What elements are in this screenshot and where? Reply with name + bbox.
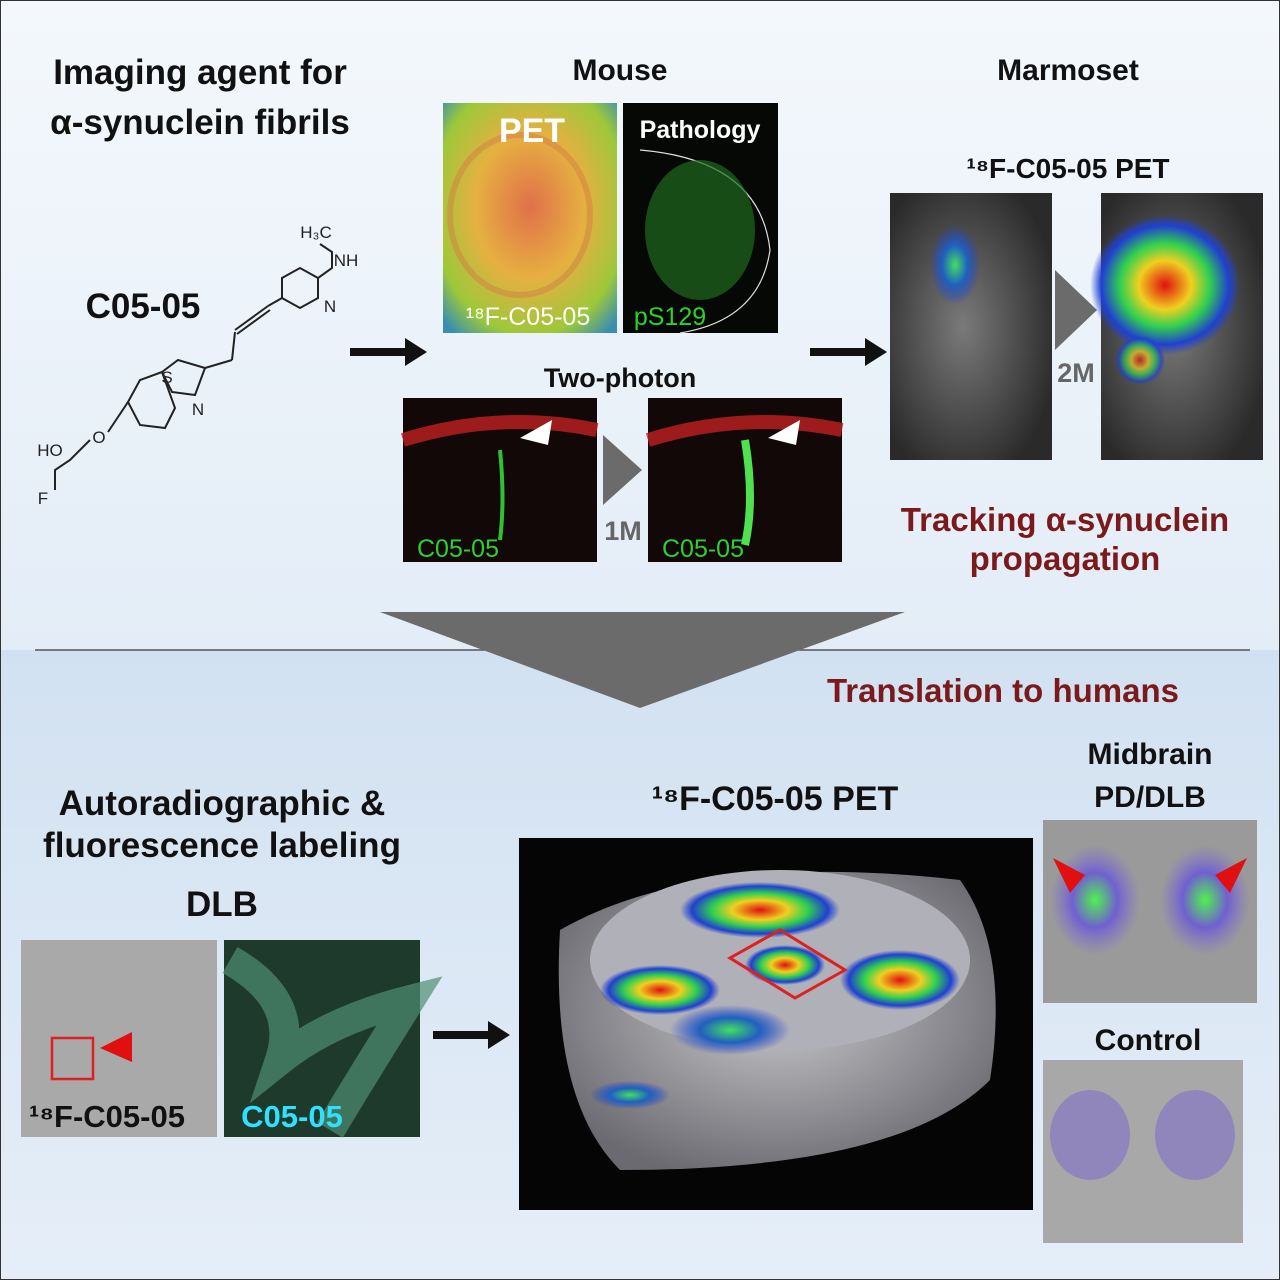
highlight-box [50,1036,95,1081]
pet-signal [1050,845,1140,955]
human-pet-title: ¹⁸F-C05-05 PET [652,780,899,818]
arrowhead [100,1032,132,1062]
arrowhead [1053,858,1085,893]
title: Imaging agent for [53,53,347,92]
marmoset-title: Marmoset [997,54,1139,87]
interval: 2M [1057,358,1095,388]
tracking-text: Tracking α-synuclein [901,501,1229,538]
pet-signal [1160,845,1250,955]
tissue-signal [645,160,755,300]
autoradiography-caption: ¹⁸F-C05-05 [29,1099,185,1134]
pet-hotspots [590,882,960,1109]
fibril-signal [498,449,505,541]
pet-caption: ¹⁸F-C05-05 [466,303,590,331]
highlight-box [727,928,848,1000]
arrowhead [1215,858,1247,893]
midbrain-title: Midbrain [1088,738,1213,771]
pathology-label: Pathology [640,116,761,144]
two-photon-caption: C05-05 [662,535,744,563]
pet-signal [930,225,980,305]
compound-name: C05-05 [86,287,201,326]
atom-label: NH [334,251,359,270]
arrowhead [520,420,552,445]
big-arrow [380,612,905,708]
marmoset-subtitle: ¹⁸F-C05-05 PET [966,153,1169,184]
atom-label: S [161,368,172,387]
pet-signal [1155,1090,1235,1180]
atom-label: O [92,428,105,447]
pet-signal [1050,1090,1130,1180]
arrowhead [768,420,800,445]
translation-text: Translation to humans [827,672,1179,709]
midbrain-title: PD/DLB [1094,781,1206,814]
labeling-subtitle: DLB [186,885,258,924]
pet-signal [1090,215,1240,355]
fluorescence-caption: C05-05 [241,1099,343,1134]
brain-outline [447,132,593,298]
control-title: Control [1095,1024,1202,1057]
mouse-title: Mouse [572,54,667,87]
vessel [400,415,599,447]
vessel [645,415,844,447]
marmoset-pet-before [890,193,1052,460]
interval-arrow [1055,270,1097,350]
atom-label: F [38,489,48,508]
tissue [222,946,443,1138]
labeling-title: Autoradiographic & [59,784,386,823]
atom-label: N [324,297,336,316]
tracking-text: propagation [970,540,1161,577]
pet-signal [1115,335,1165,385]
pet-label: PET [499,112,565,150]
interval: 1M [604,516,642,546]
chemical-structure [54,243,333,490]
arrows [350,338,887,1049]
atom-label: HO [37,441,63,460]
title: α-synuclein fibrils [50,103,350,142]
fibril-signal [741,439,754,546]
interval-arrow [603,435,642,505]
labeling-title: fluorescence labeling [43,826,401,865]
pathology-caption: pS129 [634,303,706,331]
two-photon-caption: C05-05 [417,535,499,563]
two-photon-title: Two-photon [544,363,696,393]
atom-label: N [192,400,204,419]
atom-label: H₃C [300,223,331,242]
